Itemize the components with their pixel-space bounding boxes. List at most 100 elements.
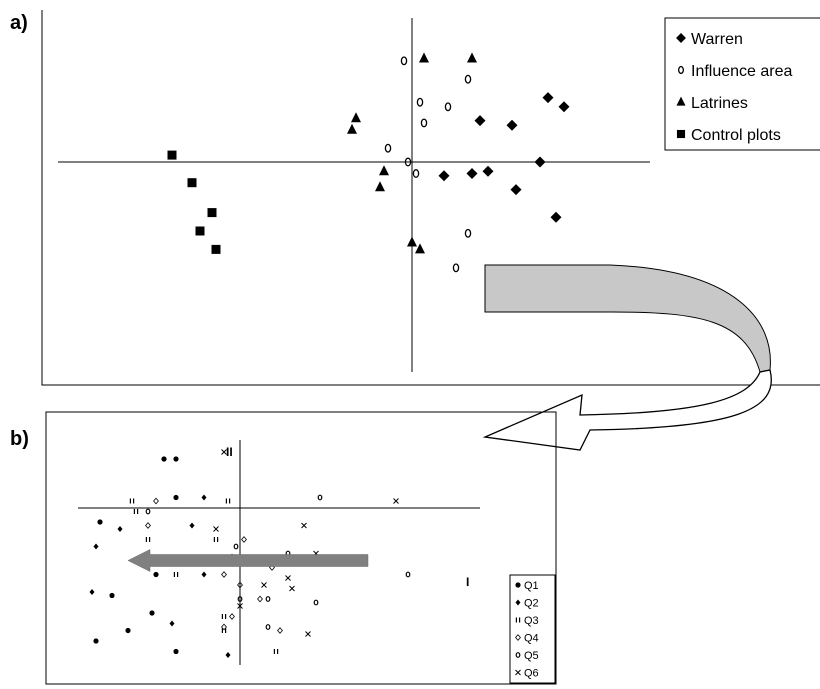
panel-a-influence-area-point — [444, 102, 452, 112]
panel-b-q3-point — [273, 649, 279, 654]
panel-b-q4-point — [237, 581, 243, 589]
panel-b-q5-point — [405, 571, 411, 578]
legend-a-control-plots-label: Control plots — [691, 127, 781, 144]
legend-b-q2-marker — [515, 599, 521, 606]
panel-b-q5-point — [313, 599, 319, 606]
legend-b-q5-marker — [515, 652, 521, 658]
legend-a-warren-label: Warren — [691, 31, 743, 48]
panel-b-q5-point — [237, 596, 243, 602]
panel-b-q1-point — [149, 610, 155, 616]
panel-b-q3-point — [173, 572, 179, 577]
panel-b-q2-point — [189, 522, 195, 529]
panel-a-influence-area-point — [416, 97, 424, 107]
panel-a-control-plots-point — [207, 208, 217, 218]
panel-b-q4-point — [277, 627, 283, 634]
legend-a-influence-area-marker — [678, 65, 684, 75]
legend-b-q1-marker — [515, 582, 521, 588]
panel-b-q1-point — [173, 648, 179, 655]
panel-b-q2-point — [169, 620, 175, 627]
panel-a-warren-point — [506, 119, 518, 131]
panel-b-q4-point — [221, 571, 227, 578]
panel-b-q1-point — [97, 519, 103, 525]
panel-a-warren-point — [482, 165, 494, 177]
panel-b-q5-point — [265, 624, 271, 630]
legend-a-warren-marker — [676, 33, 686, 43]
legend-b-q6-label: Q6 — [524, 668, 539, 680]
panel-a-label: a) — [10, 12, 28, 34]
panel-b-q3-point — [129, 498, 135, 504]
panel-b-q1-point — [153, 571, 159, 578]
legend-b-q4-marker — [515, 634, 521, 641]
panel-a-warren-point — [534, 156, 546, 168]
panel-b-q4-point — [229, 613, 235, 620]
panel-b-q2-point — [201, 494, 207, 501]
panel-b-q4-point — [241, 536, 247, 543]
panel-b-q2-point — [201, 571, 207, 578]
panel-b-q6-point — [289, 585, 295, 592]
panel-b-q6-point — [393, 498, 399, 504]
panel-a-warren-point — [474, 115, 486, 127]
panel-a-latrines-point — [419, 52, 429, 63]
panel-b-q2-point — [117, 526, 123, 532]
panel-b-q5-point — [317, 494, 323, 501]
panel-b-q3-point — [145, 537, 151, 542]
panel-b-q1-point — [93, 638, 99, 644]
panel-b-q6-point — [213, 526, 219, 532]
panel-a-influence-area-point — [464, 228, 472, 238]
panel-a-latrines-point — [415, 243, 425, 254]
panel-a-control-plots-point — [211, 244, 221, 254]
panel-b-q3-point — [221, 628, 227, 633]
panel-a-legend — [664, 17, 820, 151]
panel-a-latrines-point — [467, 52, 477, 63]
panel-b-q1-point — [173, 456, 179, 462]
panel-a-influence-area-point — [384, 143, 392, 153]
panel-a-warren-point — [542, 92, 554, 104]
panel-b-q6-point — [261, 582, 267, 588]
panel-b-q6-point — [237, 603, 243, 609]
legend-b-q1-label: Q1 — [524, 580, 539, 592]
panel-b-frame — [45, 411, 557, 685]
legend-b-q6-marker — [515, 669, 521, 676]
panel-b-q3-point — [221, 614, 227, 619]
panel-b-q1-point — [161, 456, 167, 462]
panel-a-warren-point — [510, 184, 522, 196]
panel-b-q6-point — [301, 522, 307, 529]
legend-a-control-plots-marker — [676, 129, 686, 139]
panel-b-q4-point — [145, 522, 151, 529]
panel-b-q3-point — [225, 498, 231, 504]
panel-b-q5-point — [233, 543, 239, 550]
panel-a-control-plots-point — [187, 178, 197, 188]
panel-b-q4-point — [257, 595, 263, 603]
panel-b-q2-point — [225, 652, 231, 658]
legend-a-influence-area-label: Influence area — [691, 63, 793, 80]
legend-b-q3-marker — [515, 617, 521, 623]
panel-b-q2-point — [89, 589, 95, 595]
panel-b-q6-point — [285, 575, 291, 581]
legend-b-q5-label: Q5 — [524, 650, 539, 662]
legend-a-latrines-marker — [676, 96, 686, 106]
panel-b-q5-point — [145, 508, 151, 515]
legend-b-q4-label: Q4 — [524, 633, 539, 645]
legend-a-latrines-label: Latrines — [691, 95, 748, 112]
panel-b-xlabel: I — [466, 575, 469, 589]
panel-b-q2-point — [93, 543, 99, 550]
panel-a-influence-area-point — [464, 74, 472, 84]
legend-b-q2-label: Q2 — [524, 598, 539, 610]
connector-arrow-head — [482, 369, 772, 451]
panel-a-warren-point — [558, 101, 570, 113]
panel-a-warren-point — [550, 211, 562, 223]
panel-b-legend — [509, 574, 556, 684]
panel-a-influence-area-point — [412, 169, 420, 178]
panel-b-q5-point — [265, 596, 271, 602]
panel-b-q1-point — [109, 592, 115, 599]
legend-b-q3-label: Q3 — [524, 615, 539, 627]
panel-b-q3-point — [213, 537, 219, 542]
panel-b-ylabel: II — [226, 445, 233, 459]
panel-b-q3-point — [133, 509, 139, 514]
panel-b-q6-point — [305, 631, 311, 637]
panel-a-latrines-point — [351, 112, 361, 123]
panel-b-q6-point — [221, 449, 227, 455]
panel-b-q1-point — [173, 494, 179, 501]
panel-a-warren-point — [438, 170, 450, 182]
